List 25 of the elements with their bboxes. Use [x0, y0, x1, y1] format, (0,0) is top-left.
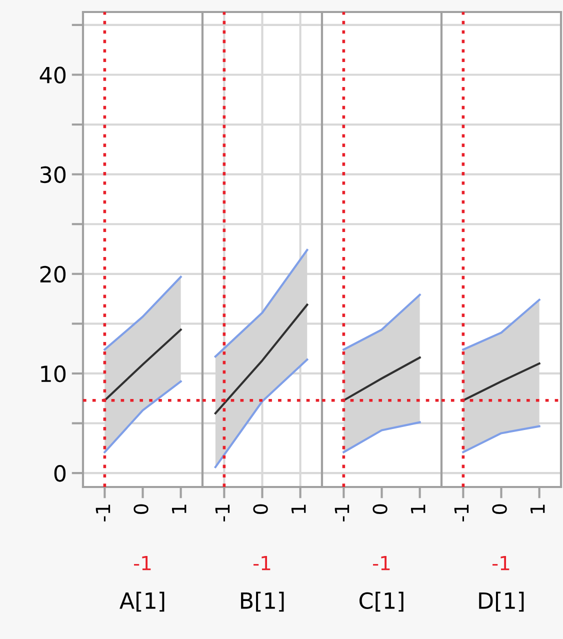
x-tick-label: 0	[492, 504, 507, 514]
ref-line-label: -1	[492, 556, 510, 570]
x-tick-label: 0	[372, 504, 388, 514]
ref-line-label: -1	[254, 556, 270, 570]
y-tick-label: 10	[41, 365, 66, 382]
y-tick-label: 20	[40, 266, 66, 283]
x-tick-label: -1	[454, 504, 469, 522]
x-axis-title: C[1]	[360, 592, 404, 612]
x-tick-label: -1	[96, 504, 110, 522]
x-axis-title: A[1]	[120, 592, 164, 612]
x-tick-label: 0	[134, 504, 148, 514]
y-tick-label: 30	[40, 166, 66, 184]
ref-line-label: -1	[134, 556, 151, 570]
x-tick-label: 1	[530, 504, 545, 514]
y-tick-label: 40	[40, 66, 66, 84]
x-tick-label: 1	[172, 504, 186, 514]
x-tick-label: -1	[215, 504, 230, 522]
x-axis-title: D[1]	[479, 592, 524, 612]
y-tick-label: 0	[54, 465, 66, 482]
x-tick-label: -1	[334, 504, 350, 522]
x-axis-title: B[1]	[241, 592, 284, 612]
x-tick-label: 1	[291, 504, 306, 514]
x-tick-label: 0	[253, 504, 268, 514]
ref-line-label: -1	[373, 556, 390, 570]
x-tick-label: 1	[410, 504, 426, 514]
